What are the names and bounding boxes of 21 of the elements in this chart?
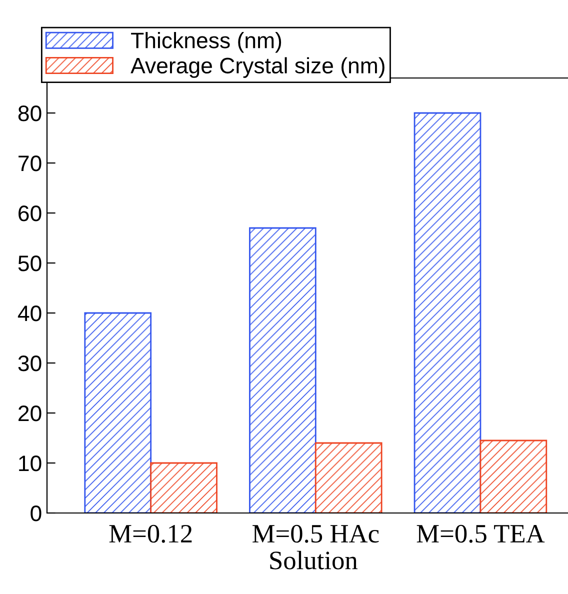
bar bbox=[414, 112, 482, 513]
y-tick-label: 70 bbox=[18, 156, 42, 172]
bar bbox=[249, 227, 316, 513]
y-tick-label: 40 bbox=[18, 306, 42, 322]
bar bbox=[84, 312, 152, 513]
bar bbox=[150, 462, 218, 513]
legend-label: Thickness (nm) bbox=[131, 32, 282, 53]
y-tick-label: 30 bbox=[18, 356, 42, 372]
legend-label: Average Crystal size (nm) bbox=[130, 57, 384, 78]
y-tick-label: 0 bbox=[30, 506, 42, 522]
x-tick-label: M=0.5 HAc bbox=[252, 524, 379, 543]
y-tick-label: 10 bbox=[19, 456, 42, 472]
y-tick-label: 20 bbox=[18, 406, 42, 422]
y-tick-label: 50 bbox=[18, 256, 42, 272]
bar bbox=[480, 440, 548, 513]
y-tick-label: 80 bbox=[18, 106, 42, 122]
x-tick-label: M=0.5 TEA bbox=[416, 524, 545, 543]
bar bbox=[314, 442, 382, 513]
x-tick-label: M=0.12 bbox=[109, 524, 192, 543]
x-axis-title: Solution bbox=[270, 550, 358, 570]
y-tick-label: 60 bbox=[18, 206, 42, 222]
